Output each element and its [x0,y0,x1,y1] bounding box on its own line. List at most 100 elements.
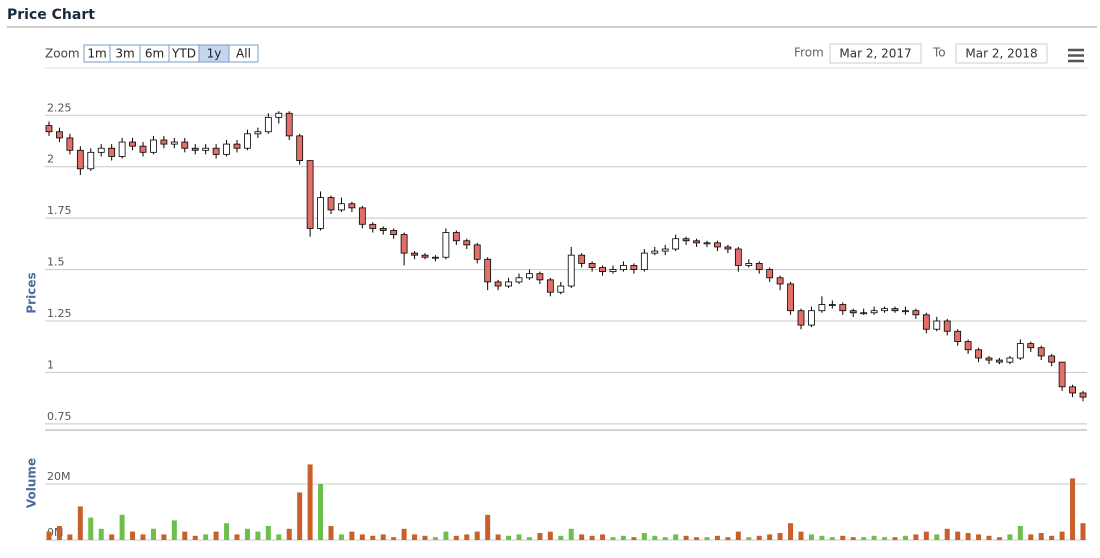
candle-body [943,320,951,332]
candle-body [902,310,909,313]
volume-bar [140,534,146,540]
volume-bar [840,535,846,540]
candle-body [463,240,471,246]
volume-bar [338,534,344,540]
volume-bar [902,535,908,540]
candle-body [1058,361,1066,388]
from-label: From [794,46,824,60]
candle-body [724,246,732,250]
candle-body [557,285,565,293]
volume-bar [620,535,626,540]
candle-body [317,197,324,229]
volume-bar [913,534,919,540]
volume-bar [965,533,971,540]
candle-body [996,359,1003,363]
y-tick-label: 1 [47,358,54,371]
volume-bar [558,535,564,540]
zoom-button-box[interactable] [228,44,259,63]
candle-body [630,265,638,270]
zoom-button-label[interactable]: All [236,47,251,61]
zoom-button[interactable]: 6m [139,44,170,63]
from-date[interactable]: Mar 2, 2017 [839,47,911,61]
candle-body [870,310,878,314]
volume-bar [485,514,491,540]
zoom-button[interactable]: YTD [168,44,200,63]
candle-body [912,310,920,316]
to-date[interactable]: Mar 2, 2018 [965,47,1037,61]
volume-bar [349,531,355,540]
volume-bar [788,523,794,540]
candle-body [411,252,418,256]
y-tick-label: 1.5 [47,256,65,269]
candle-body [118,141,126,157]
candle-body [682,238,690,242]
volume-bar [819,535,825,540]
candle-body [1016,343,1024,359]
candle-body [672,238,680,250]
candle-body [223,143,230,155]
volume-bar [683,535,689,540]
menu-button[interactable] [1064,44,1088,66]
volume-bar [359,534,365,540]
zoom-button[interactable]: All [228,44,259,63]
candle-body [233,143,241,149]
candle-body [1006,357,1014,363]
from-input-box[interactable] [829,43,922,64]
y-tick-label: 1.75 [47,204,72,217]
zoom-button-label[interactable]: 3m [115,47,134,61]
volume-bar [98,528,104,540]
volume-bar [443,531,449,540]
candle-body [567,254,575,287]
to-input[interactable]: Mar 2, 2018 [955,43,1048,64]
candle-body [985,357,993,361]
zoom-button-label[interactable]: 6m [145,47,164,61]
volume-bar [871,535,877,540]
volume-bar [568,528,574,540]
candle-body [745,262,753,266]
volume-bar [704,537,710,540]
candle-body [964,341,972,351]
candle-body [264,116,272,133]
candle-body [108,147,116,157]
candle-body [129,141,136,147]
candle-body [244,133,251,149]
candle-body [860,312,868,315]
candle-body [379,228,387,231]
volume-bar [986,535,992,540]
candle-body [588,262,596,268]
volume-bar [161,534,167,540]
candle-body [536,273,544,281]
volume-bar [422,535,428,540]
volume-bar [652,535,658,540]
y-tick-label: 2 [47,153,54,166]
volume-bar [600,534,606,540]
volume-bar [735,531,741,540]
candle-body [170,141,178,145]
to-input-box[interactable] [955,43,1048,64]
candle-body [1037,347,1045,357]
zoom-button[interactable]: 1y [198,44,230,63]
zoom-button-label[interactable]: 1m [87,47,106,61]
candle-body [661,248,669,252]
candle-body [202,147,210,151]
volume-bar [882,537,888,540]
candle-body [306,160,314,229]
volume-bar [746,537,752,540]
y-axis-title: Volume [25,458,39,508]
candle-body [1069,386,1076,394]
zoom-button[interactable]: 3m [109,44,141,63]
candle-body [327,197,335,211]
candle-body [1048,355,1056,363]
volume-bar [56,526,62,540]
candle-body [494,281,502,287]
zoom-button-label[interactable]: YTD [171,47,196,61]
volume-bar [203,534,209,540]
zoom-button-label[interactable]: 1y [207,47,222,61]
candle-body [296,135,304,161]
from-input[interactable]: Mar 2, 2017 [829,43,922,64]
volume-bar [370,535,376,540]
zoom-button[interactable]: 1m [83,44,111,63]
volume-bar [1070,478,1076,540]
candle-body [954,330,962,342]
